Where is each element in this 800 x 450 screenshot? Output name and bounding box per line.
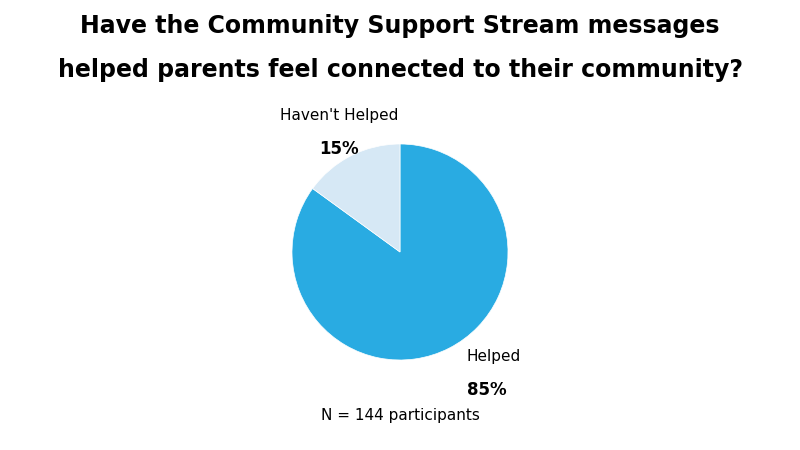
- Text: Helped: Helped: [466, 349, 521, 364]
- Wedge shape: [292, 144, 508, 360]
- Wedge shape: [313, 144, 400, 252]
- Text: N = 144 participants: N = 144 participants: [321, 408, 479, 423]
- Text: 85%: 85%: [466, 381, 506, 399]
- Text: Have the Community Support Stream messages: Have the Community Support Stream messag…: [80, 14, 720, 37]
- Text: helped parents feel connected to their community?: helped parents feel connected to their c…: [58, 58, 742, 82]
- Text: Haven't Helped: Haven't Helped: [279, 108, 398, 123]
- Text: 15%: 15%: [319, 140, 358, 158]
